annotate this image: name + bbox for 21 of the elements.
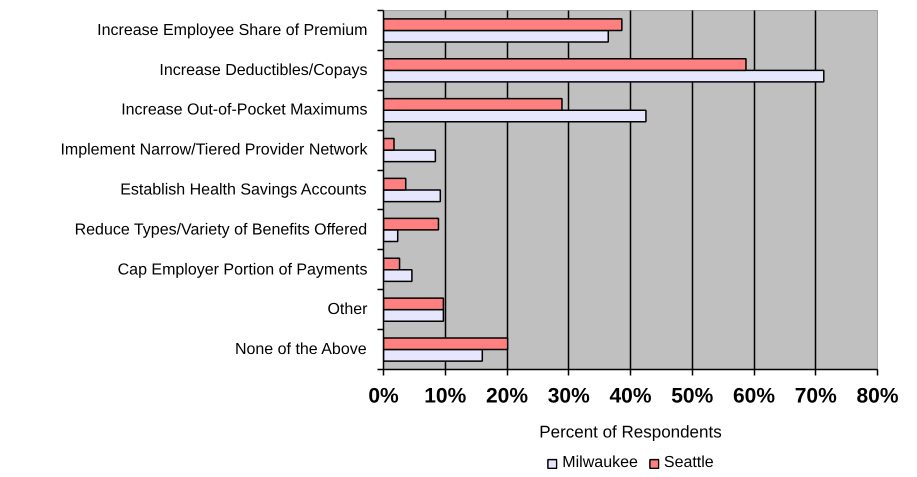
y-tick-label: Cap Employer Portion of Payments xyxy=(118,261,368,278)
x-tick-label: 20% xyxy=(486,384,528,408)
y-tick-label: Increase Deductibles/Copays xyxy=(159,62,368,79)
x-tick-label: 60% xyxy=(732,384,776,408)
legend-label: Seattle xyxy=(664,454,714,472)
y-tick-label: Reduce Types/Variety of Benefits Offered xyxy=(74,221,368,238)
y-tick-label: Establish Health Savings Accounts xyxy=(120,182,367,198)
x-tick-label: 10% xyxy=(424,384,467,408)
y-tick-label: Increase Out-of-Pocket Maximums xyxy=(121,102,368,119)
x-tick-label: 40% xyxy=(609,384,652,408)
y-tick-label: Implement Narrow/Tiered Provider Network xyxy=(60,142,368,159)
y-tick-label: Other xyxy=(327,301,368,318)
x-axis-title: Percent of Respondents xyxy=(539,422,722,442)
x-tick-label: 80% xyxy=(856,384,899,408)
y-tick-label: Increase Employee Share of Premium xyxy=(97,22,368,39)
x-tick-label: 0% xyxy=(368,384,400,408)
y-tick-label: None of the Above xyxy=(234,341,367,358)
x-tick-label: 70% xyxy=(794,384,838,408)
x-tick-label: 30% xyxy=(548,384,590,408)
legend-label: Milwaukee xyxy=(562,454,638,472)
x-tick-label: 50% xyxy=(671,384,714,408)
